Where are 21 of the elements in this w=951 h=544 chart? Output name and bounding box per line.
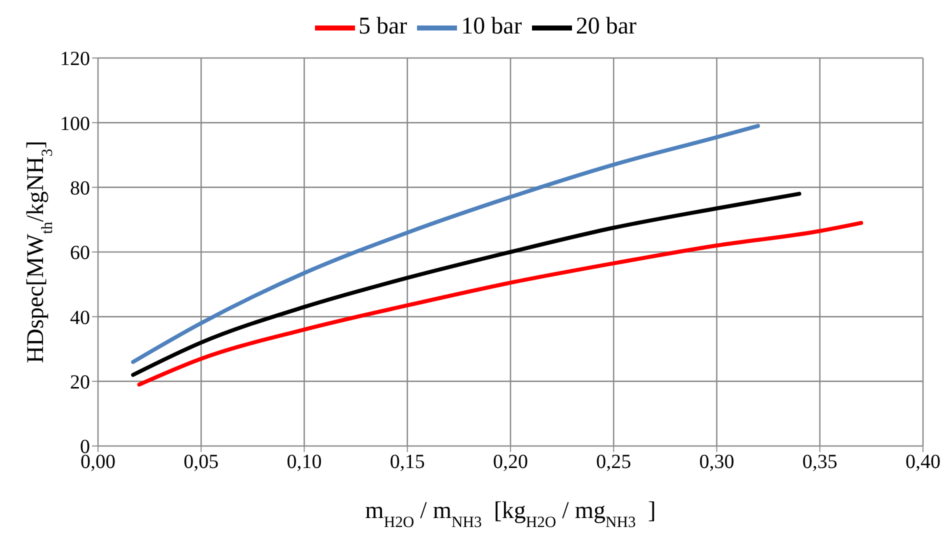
- y-tick-label: 40: [70, 306, 90, 329]
- y-tick-label: 20: [70, 371, 90, 394]
- x-tick-label: 0,20: [493, 451, 528, 474]
- x-tick-label: 0,30: [699, 451, 734, 474]
- x-tick-label: 0,05: [184, 451, 219, 474]
- x-tick-label: 0,25: [596, 451, 632, 474]
- line-series: [137, 220, 864, 387]
- x-tick-label: 0,35: [802, 451, 838, 474]
- legend-label: 5 bar: [358, 14, 408, 40]
- text: m$_{H2O}$ / m$_{NH3}$ [kg$_{H2O}$ / mg$_{NH3}$ ]: [365, 498, 656, 530]
- y-tick-label: 100: [60, 112, 90, 135]
- x-tick-label: 0,10: [286, 451, 322, 474]
- x-tick-label: 0,15: [390, 451, 425, 474]
- y-tick-label: 120: [60, 48, 90, 70]
- line-series: [131, 192, 802, 377]
- legend-label: 20 bar: [576, 14, 636, 40]
- legend-label: 10 bar: [461, 14, 522, 40]
- x-tick-label: 0,40: [906, 451, 940, 474]
- y-tick-label: 60: [70, 242, 90, 264]
- line-series: [131, 124, 760, 364]
- y-tick-label: 80: [70, 177, 90, 200]
